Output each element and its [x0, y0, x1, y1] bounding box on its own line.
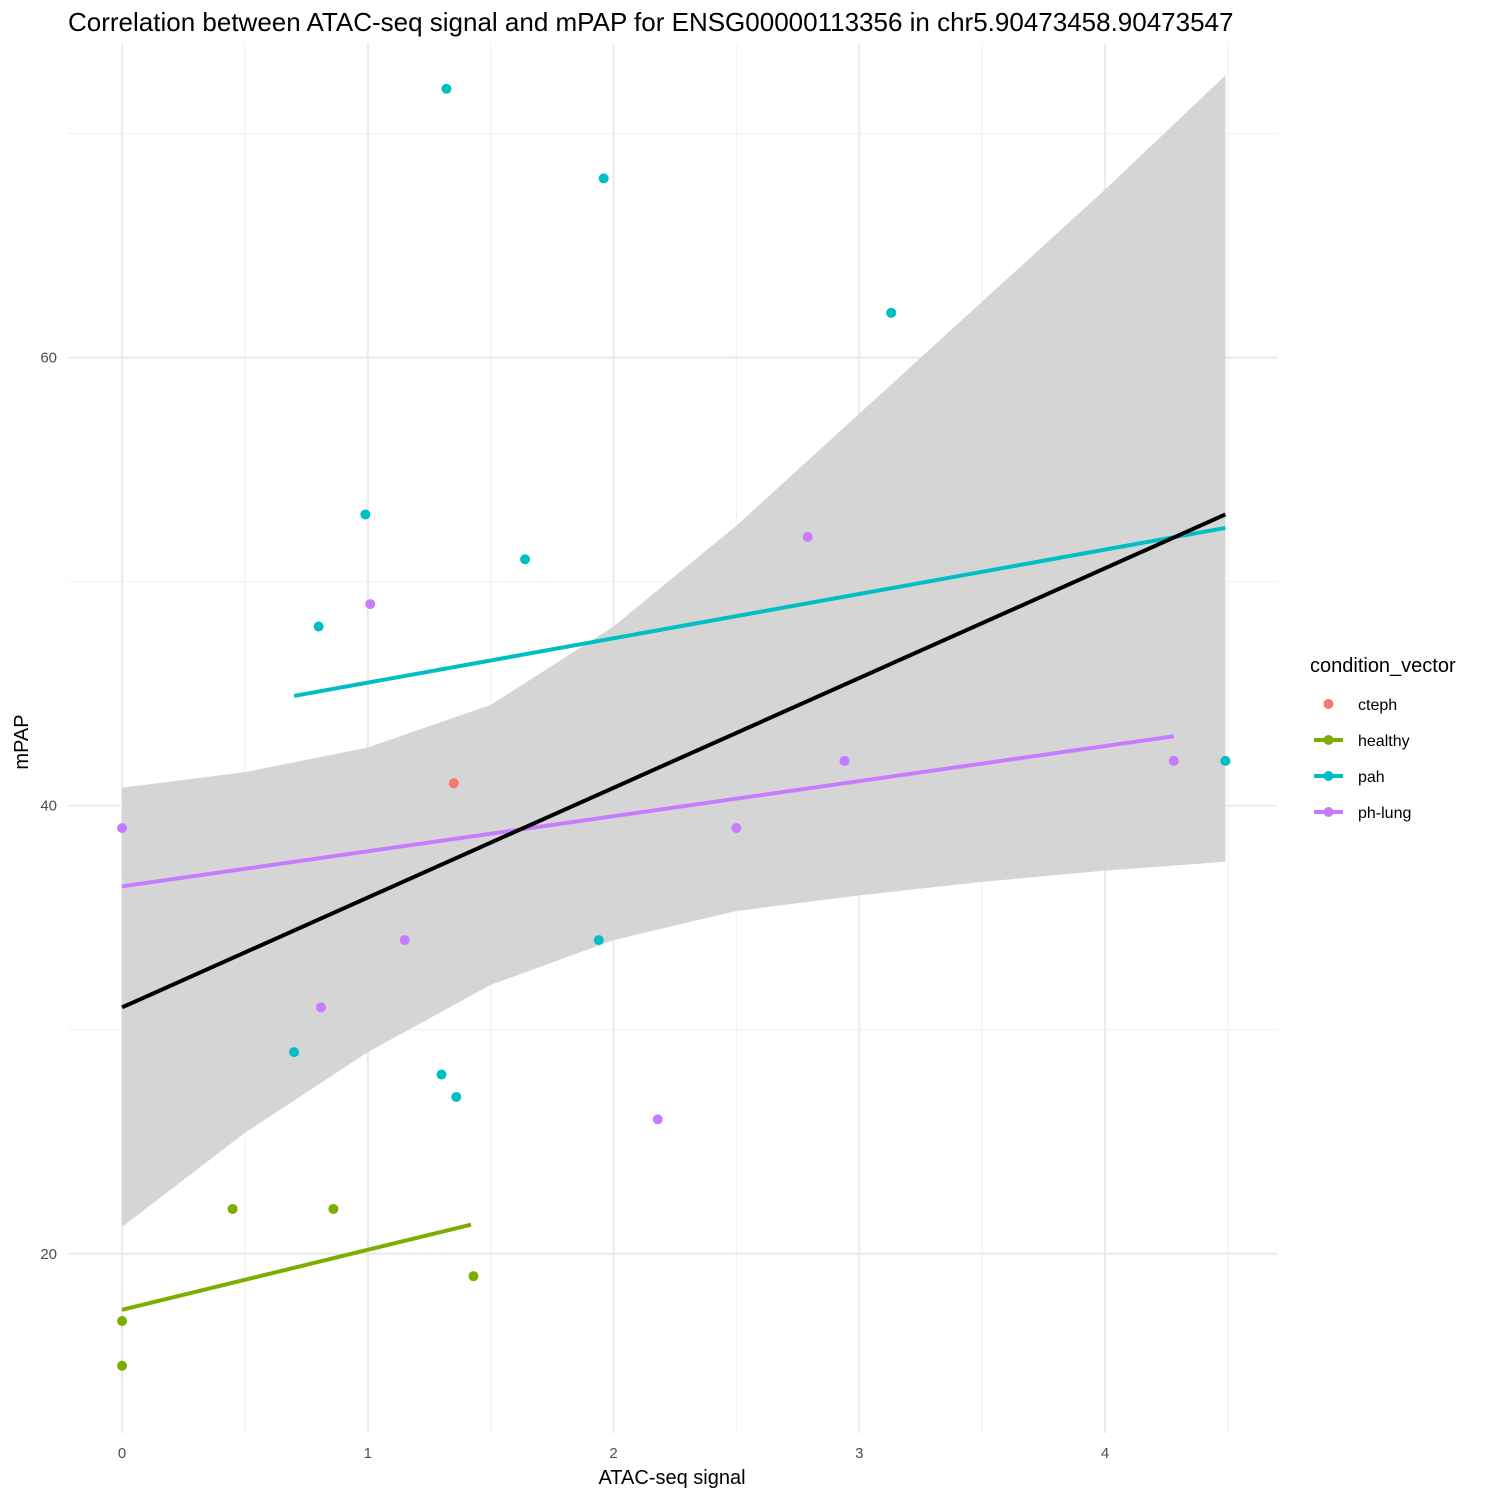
legend-key-point-healthy	[1323, 735, 1334, 745]
fit-line-healthy	[121, 1222, 472, 1312]
legend-label-pah: pah	[1358, 769, 1385, 786]
y-axis-label: mPAP	[11, 714, 33, 769]
overall-fit-line	[121, 512, 1227, 1010]
chart-title: Correlation between ATAC-seq signal and …	[68, 7, 1233, 37]
x-tick-label: 3	[855, 1445, 863, 1462]
point-pah	[1220, 755, 1231, 766]
x-tick-label: 0	[118, 1445, 126, 1462]
confidence-ribbon	[122, 75, 1226, 1227]
regression-lines	[121, 512, 1227, 1312]
point-ph-lung	[399, 935, 410, 946]
point-ph-lung	[365, 599, 376, 610]
y-tick-label: 40	[40, 798, 57, 815]
point-pah	[441, 83, 452, 94]
confidence-band	[122, 75, 1226, 1227]
point-healthy	[117, 1315, 128, 1326]
legend-label-ph-lung: ph-lung	[1358, 805, 1411, 822]
point-ph-lung	[652, 1114, 663, 1125]
point-pah	[313, 621, 324, 632]
point-pah	[520, 554, 531, 565]
point-ph-lung	[316, 1002, 327, 1013]
point-pah	[289, 1047, 300, 1058]
point-ph-lung	[117, 823, 128, 834]
legend-label-healthy: healthy	[1358, 733, 1410, 750]
fit-line-pah	[293, 525, 1226, 698]
x-tick-label: 4	[1101, 1445, 1109, 1462]
x-tick-label: 2	[609, 1445, 617, 1462]
axis-ticks: 0 1 2 3 4 20 40 60	[40, 350, 1109, 1462]
point-ph-lung	[839, 755, 850, 766]
point-pah	[436, 1069, 447, 1080]
point-ph-lung	[802, 531, 813, 542]
point-healthy	[117, 1360, 128, 1371]
point-pah	[360, 509, 371, 520]
point-ph-lung	[1168, 755, 1179, 766]
legend-key-point-pah	[1323, 771, 1334, 781]
point-healthy	[468, 1271, 479, 1282]
legend-title: condition_vector	[1310, 655, 1456, 677]
y-tick-label: 20	[40, 1246, 57, 1263]
legend-key-point-ph-lung	[1323, 807, 1334, 817]
point-healthy	[227, 1203, 238, 1214]
point-pah	[886, 307, 897, 318]
x-axis-label: ATAC-seq signal	[598, 1467, 745, 1489]
legend: condition_vector cteph healthy pah ph-lung	[1310, 655, 1456, 822]
point-ph-lung	[731, 823, 742, 834]
point-pah	[451, 1091, 462, 1102]
legend-key-point-cteph	[1323, 699, 1334, 709]
data-points	[117, 83, 1231, 1371]
x-tick-label: 1	[364, 1445, 372, 1462]
y-tick-label: 60	[40, 350, 57, 367]
fit-line-ph-lung	[121, 734, 1175, 889]
point-cteph	[448, 778, 459, 789]
legend-label-cteph: cteph	[1358, 697, 1397, 714]
point-healthy	[328, 1203, 339, 1214]
point-pah	[593, 935, 604, 946]
point-pah	[598, 173, 609, 184]
